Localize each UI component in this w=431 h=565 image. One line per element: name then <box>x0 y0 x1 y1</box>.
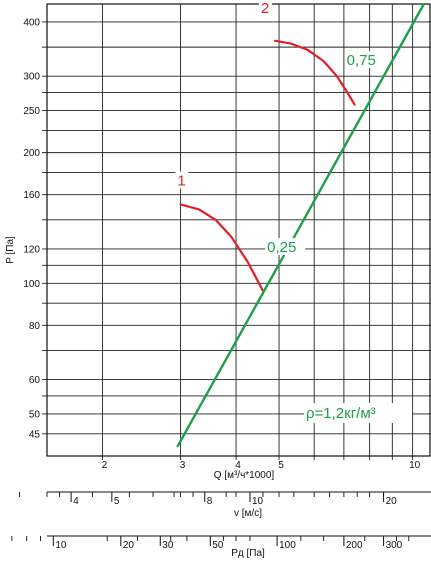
y-tick-label: 160 <box>23 190 40 201</box>
velocity-scale: 4 5 8 10 20 <box>18 491 431 507</box>
x-axis-label: Q [м³/ч*1000] <box>214 470 275 481</box>
plot-annotations: 1 2 0,25 0,75 ρ=1,2кг/м³ <box>175 0 412 423</box>
velocity-tick-label: 4 <box>73 496 79 507</box>
fan-curve-1 <box>179 203 265 293</box>
pd-tick-label: 300 <box>386 540 403 551</box>
velocity-axis-label: v [м/с] <box>234 508 262 519</box>
y-tick-label: 250 <box>23 106 40 117</box>
plot-series <box>176 3 425 448</box>
dynamic-pressure-scale: 10 20 30 50 100 200 300 <box>11 535 431 551</box>
pd-tick-label: 30 <box>162 540 174 551</box>
density-label-bg <box>304 403 412 423</box>
velocity-tick-label: 20 <box>386 496 398 507</box>
x-tick-label: 5 <box>278 460 284 471</box>
dynamic-pressure-axis-label: Pд [Па] <box>231 548 265 559</box>
annotation-label: 0,75 <box>347 52 376 69</box>
pd-tick-label: 100 <box>279 540 296 551</box>
velocity-tick-label: 8 <box>207 496 213 507</box>
y-tick-label: 400 <box>23 17 40 28</box>
annotation-bg <box>175 171 189 189</box>
y-tick-label: 45 <box>29 429 41 440</box>
system-line <box>176 3 425 448</box>
pd-tick-label: 200 <box>346 540 363 551</box>
velocity-tick-label: 5 <box>114 496 120 507</box>
y-tick-label: 200 <box>23 148 40 159</box>
velocity-tick-label: 10 <box>252 496 264 507</box>
y-tick-label: 80 <box>29 321 41 332</box>
annotation-label: 1 <box>177 172 185 189</box>
annotation-label: 0,25 <box>267 239 296 256</box>
y-tick-label: 60 <box>29 375 41 386</box>
x-tick-label: 4 <box>235 460 241 471</box>
x-tick-label: 2 <box>102 460 108 471</box>
y-tick-label: 120 <box>23 244 40 255</box>
density-label: ρ=1,2кг/м³ <box>306 405 376 422</box>
annotation-bg <box>258 0 272 16</box>
plot-grid <box>42 3 431 460</box>
pd-tick-label: 50 <box>212 540 224 551</box>
y-tick-label: 100 <box>23 279 40 290</box>
fan-curve-2 <box>274 39 356 106</box>
plot-frame <box>46 3 431 457</box>
y-tick-label: 50 <box>29 409 41 420</box>
pd-tick-label: 20 <box>123 540 135 551</box>
annotation-bg <box>344 51 385 69</box>
annotation-label: 2 <box>261 0 269 17</box>
y-axis-label: P [Па] <box>5 236 16 264</box>
pd-tick-label: 10 <box>55 540 67 551</box>
annotation-bg <box>265 238 306 256</box>
x-tick-label: 10 <box>409 460 421 471</box>
y-tick-label: 300 <box>23 72 40 83</box>
x-tick-label: 3 <box>180 460 186 471</box>
